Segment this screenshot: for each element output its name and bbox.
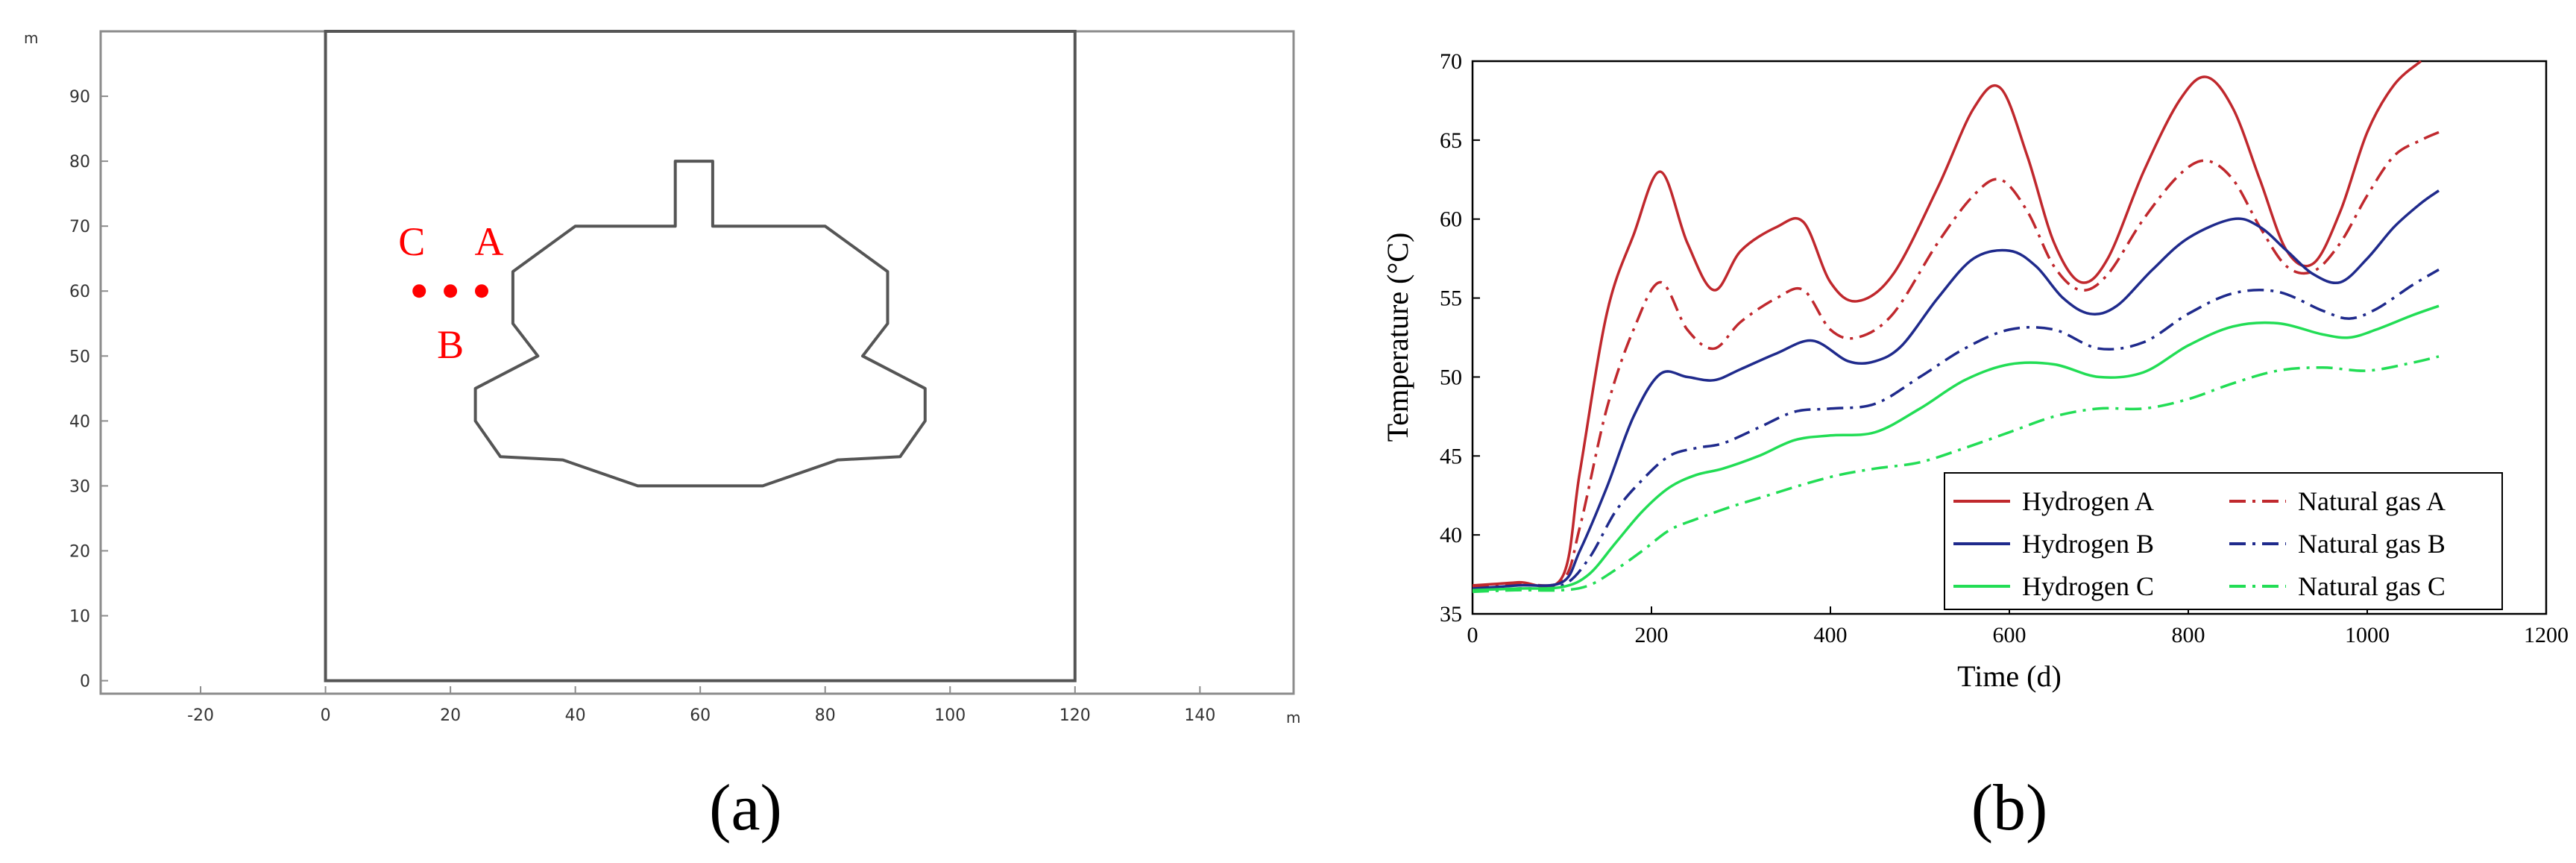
geometry-x-tick-label: 100 [934, 706, 966, 725]
y-tick-label: 50 [1440, 365, 1462, 389]
geometry-y-tick-label: 0 [80, 673, 90, 691]
monitoring-point-label-c: C [398, 219, 425, 264]
y-tick-label: 60 [1440, 207, 1462, 232]
y-tick-label: 65 [1440, 128, 1462, 153]
geometry-x-tick-label: 140 [1184, 706, 1215, 725]
geometry-y-tick-label: 70 [69, 218, 90, 236]
panel-b-temperature-chart: 0 200 400 600 800 1000 1200 35 40 45 50 55 60 65 70 T… [1381, 49, 2569, 844]
domain-boundary-box [324, 30, 1077, 682]
x-tick-label: 800 [2172, 623, 2205, 647]
legend-entry-label: Natural gas B [2298, 529, 2446, 559]
y-tick-label: 35 [1440, 602, 1462, 627]
legend-entry-label: Hydrogen A [2022, 486, 2154, 516]
legend-entry-label: Natural gas A [2298, 486, 2446, 516]
geometry-y-tick-label: 20 [69, 542, 90, 561]
series-line-hydrogen-b [1472, 189, 2440, 590]
geometry-x-tick-label: 0 [321, 706, 331, 725]
geometry-x-ticks: -20 0 20 40 60 80 100 120 140 [187, 686, 1215, 725]
monitoring-point-label-b: B [437, 322, 464, 367]
panel-b-label: (b) [1971, 772, 2048, 844]
geometry-x-tick-label: 40 [565, 706, 586, 725]
series-line-hydrogen-c [1472, 304, 2440, 591]
x-tick-label: 1200 [2524, 623, 2569, 647]
x-tick-label: 1000 [2345, 623, 2390, 647]
legend: Hydrogen A Natural gas A Hydrogen B Natural… [1944, 472, 2503, 610]
legend-box [1944, 472, 2503, 610]
geometry-x-tick-label: -20 [187, 706, 214, 725]
cavern-outline [473, 160, 927, 488]
monitoring-point-b [444, 284, 458, 298]
geometry-y-tick-label: 30 [69, 477, 90, 496]
series-line-natural-gas-a [1472, 131, 2440, 589]
series-line-natural-gas-b [1472, 268, 2440, 591]
chart-x-ticks: 0 200 400 600 800 1000 1200 [1467, 606, 2569, 647]
geometry-x-tick-label: 80 [815, 706, 836, 725]
geometry-x-tick-label: 60 [690, 706, 711, 725]
geometry-x-unit-label: m [1286, 709, 1300, 727]
monitoring-point-c [412, 284, 426, 298]
monitoring-point-a [474, 284, 488, 298]
geometry-y-tick-label: 80 [69, 153, 90, 172]
panel-a-geometry: -20 0 20 40 60 80 100 120 140 0 10 20 30 40 50 60 70 80 9… [24, 29, 1300, 844]
y-axis-label: Temperature (°C) [1381, 233, 1414, 442]
geometry-y-tick-label: 40 [69, 412, 90, 431]
y-tick-label: 55 [1440, 286, 1462, 311]
legend-entry-label: Natural gas C [2298, 571, 2446, 601]
geometry-y-tick-label: 60 [69, 283, 90, 301]
y-tick-label: 70 [1440, 49, 1462, 74]
chart-y-ticks: 35 40 45 50 55 60 65 70 [1440, 49, 1480, 627]
x-axis-label: Time (d) [1957, 659, 2062, 693]
x-tick-label: 400 [1814, 623, 1848, 647]
legend-entry-label: Hydrogen B [2022, 529, 2154, 559]
series-line-hydrogen-a [1472, 60, 2422, 589]
geometry-x-tick-label: 20 [440, 706, 461, 725]
geometry-y-tick-label: 10 [69, 608, 90, 627]
y-tick-label: 45 [1440, 444, 1462, 468]
legend-entry-label: Hydrogen C [2022, 571, 2154, 601]
chart-series-group [1472, 60, 2440, 594]
geometry-plot-frame [99, 30, 1295, 695]
x-tick-label: 0 [1467, 623, 1478, 647]
y-tick-label: 40 [1440, 523, 1462, 547]
geometry-y-tick-label: 50 [69, 348, 90, 366]
x-tick-label: 600 [1993, 623, 2027, 647]
panel-a-label: (a) [709, 772, 782, 844]
geometry-y-unit-label: m [24, 29, 38, 47]
geometry-x-tick-label: 120 [1059, 706, 1091, 725]
monitoring-points: C B A [398, 219, 503, 367]
geometry-y-tick-label: 90 [69, 88, 90, 107]
x-tick-label: 200 [1635, 623, 1669, 647]
monitoring-point-label-a: A [474, 219, 503, 264]
geometry-y-ticks: 0 10 20 30 40 50 60 70 80 90 [69, 88, 108, 691]
series-line-natural-gas-c [1472, 355, 2440, 594]
